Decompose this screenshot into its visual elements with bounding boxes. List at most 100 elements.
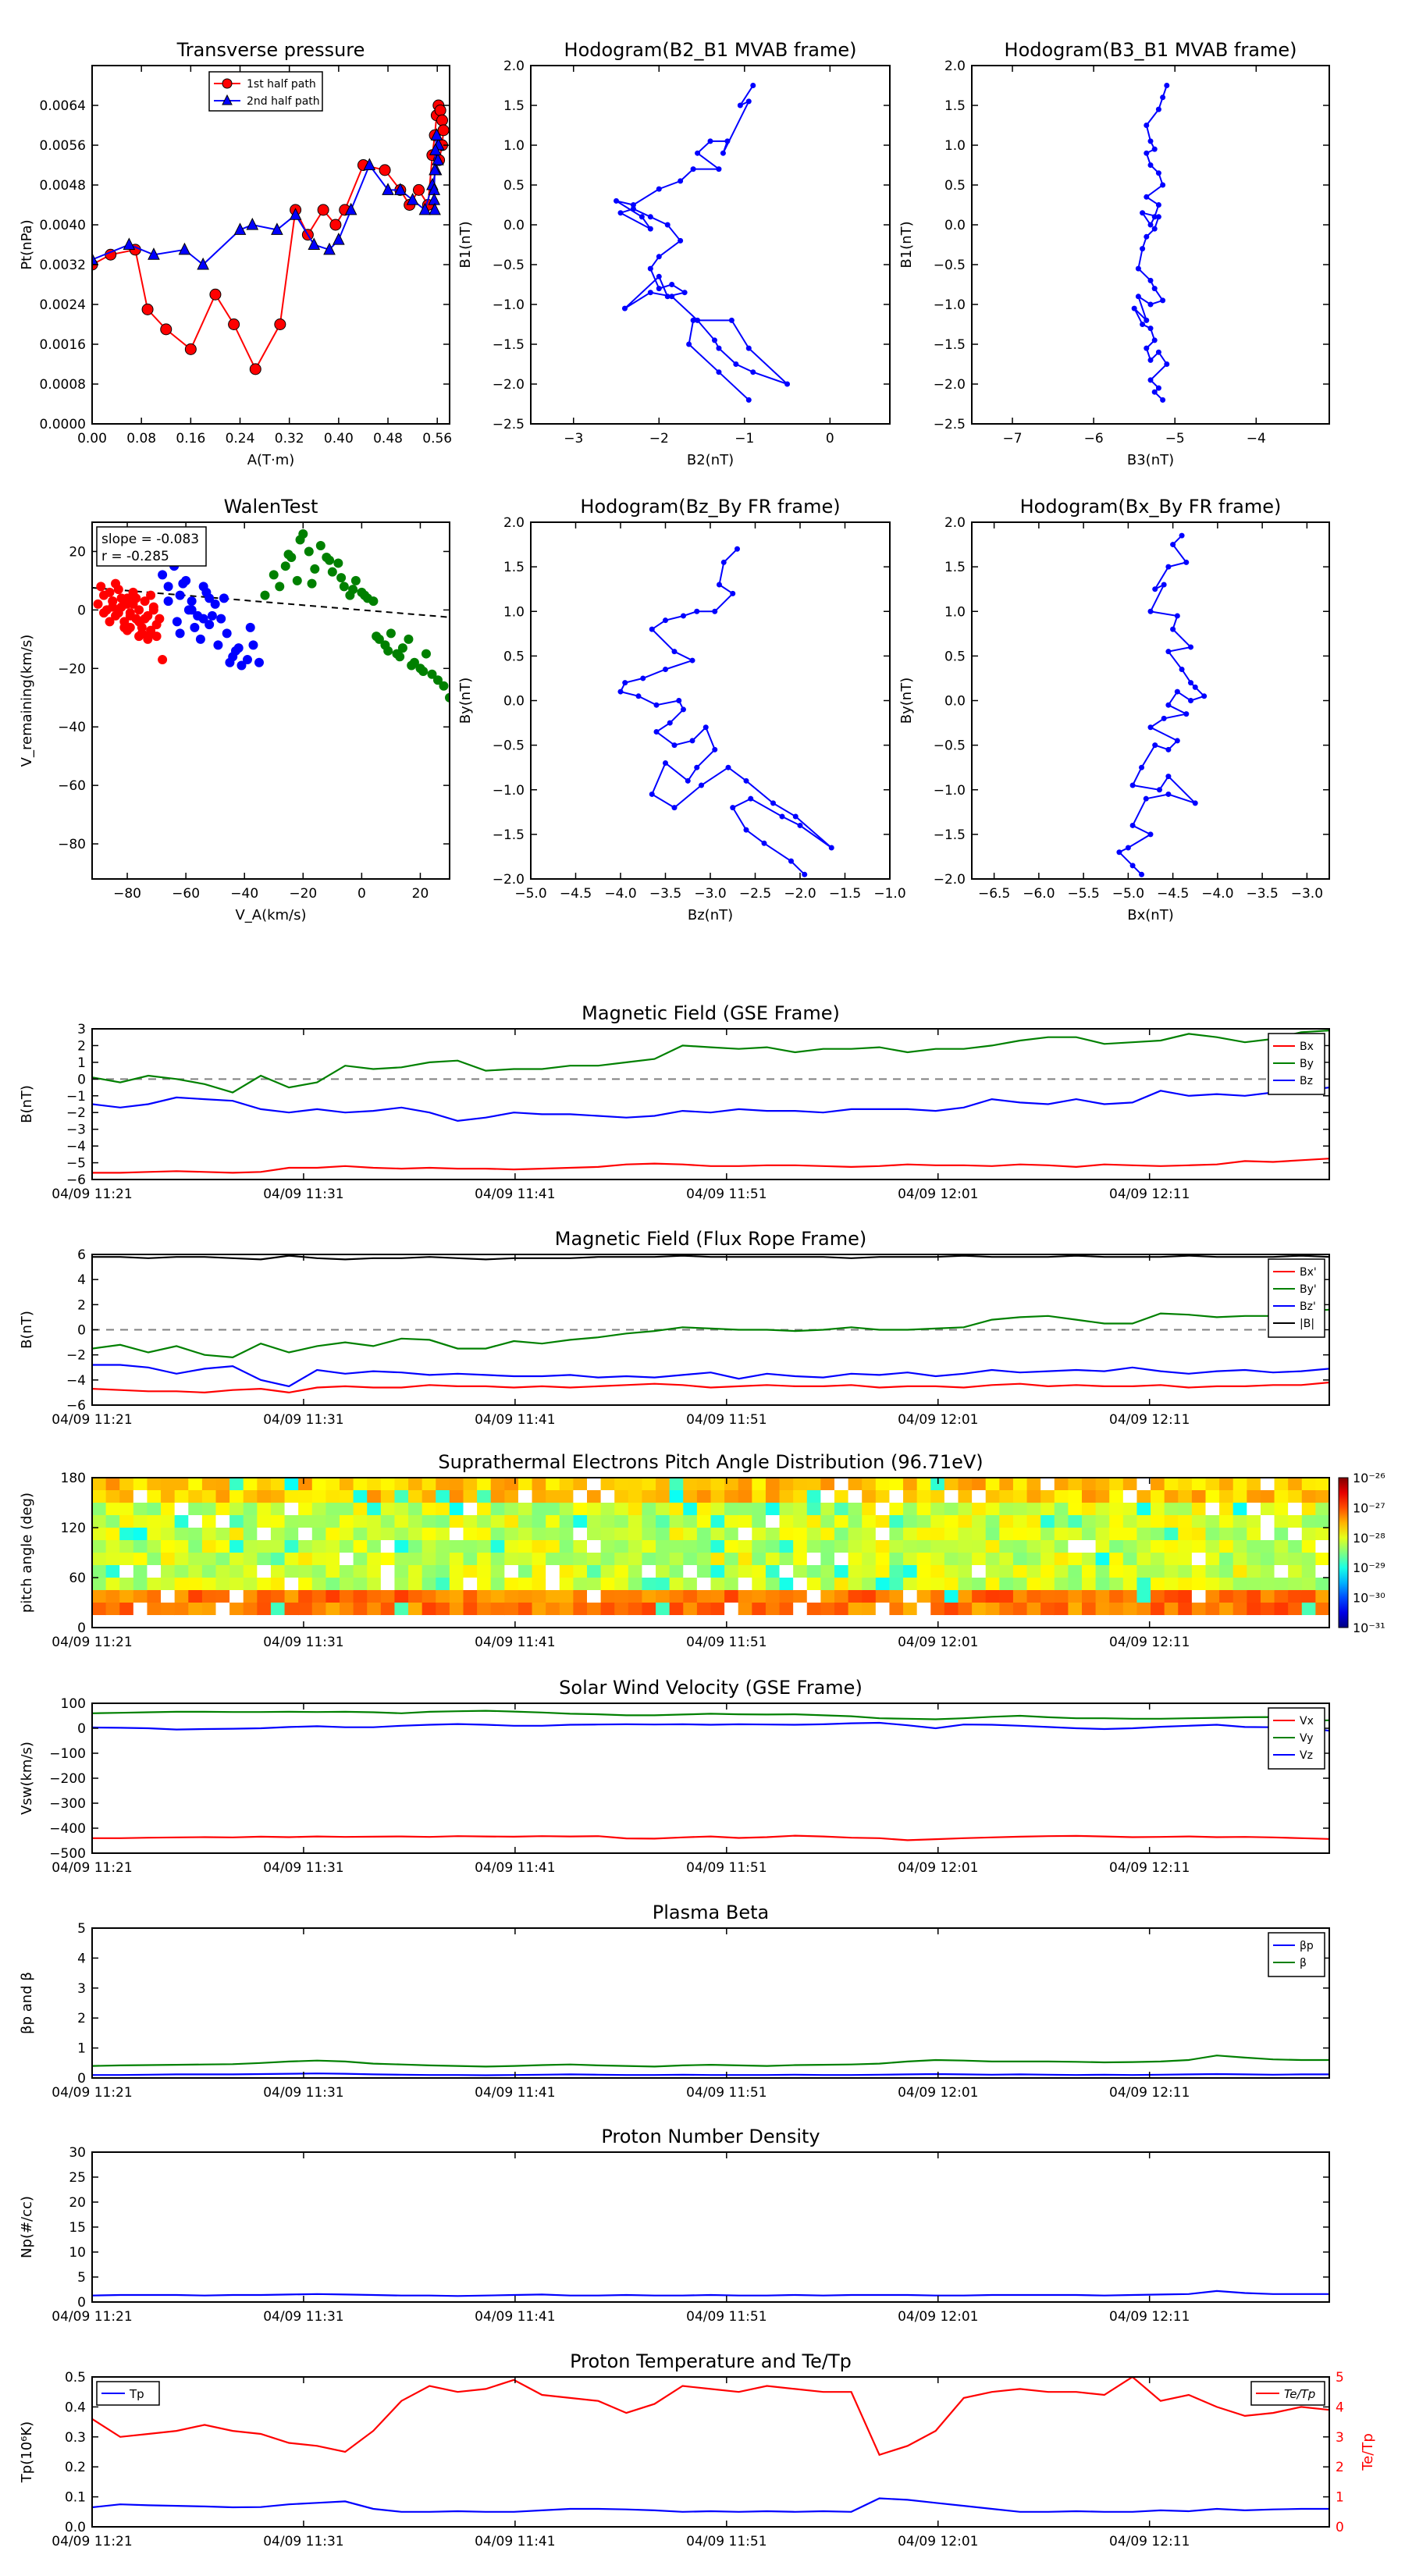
heatmap-cell	[683, 1490, 698, 1503]
y-tick-label: 2	[77, 1038, 86, 1054]
hodo1-point	[716, 166, 722, 173]
hodo3-point	[730, 590, 736, 596]
hodo1-point	[745, 98, 752, 105]
colorbar-label: 10⁻²⁹	[1353, 1560, 1385, 1575]
heatmap-cell	[806, 1503, 821, 1516]
heatmap-cell	[161, 1490, 176, 1503]
tp-point	[123, 237, 136, 250]
heatmap-cell	[875, 1603, 890, 1616]
heatmap-cell	[1247, 1503, 1261, 1516]
heatmap-cell	[875, 1515, 890, 1528]
heatmap-cell	[587, 1553, 602, 1566]
heatmap-cell	[1054, 1553, 1069, 1566]
x-tick-label: 04/09 12:11	[1109, 1187, 1190, 1202]
heatmap-cell	[1191, 1503, 1206, 1516]
hodo2-point	[1147, 162, 1154, 168]
x-tick-label: −3	[564, 431, 583, 447]
heatmap-cell	[738, 1503, 752, 1516]
heatmap-cell	[710, 1515, 725, 1528]
hodo4-point	[1147, 831, 1154, 838]
heatmap-cell	[174, 1565, 189, 1578]
heatmap-cell	[1288, 1565, 1303, 1578]
hodo3-point	[792, 813, 799, 820]
heatmap-cell	[600, 1515, 615, 1528]
heatmap-cell	[1274, 1478, 1289, 1491]
heatmap-cell	[119, 1478, 134, 1491]
heatmap-cell	[889, 1615, 904, 1628]
hodo4-point	[1152, 586, 1158, 592]
y-tick-label: 0.5	[503, 178, 525, 194]
heatmap-cell	[188, 1553, 203, 1566]
heatmap-cell	[490, 1528, 505, 1541]
heatmap-cell	[422, 1565, 436, 1578]
heatmap-cell	[573, 1540, 588, 1553]
heatmap-cell	[1068, 1540, 1083, 1553]
heatmap-cell	[201, 1603, 216, 1616]
heatmap-cell	[298, 1478, 313, 1491]
heatmap-cell	[779, 1490, 794, 1503]
heatmap-cell	[161, 1590, 176, 1603]
tp-point	[249, 363, 261, 375]
heatmap-cell	[1082, 1590, 1097, 1603]
walen-point	[213, 640, 223, 650]
temp-title: Proton Temperature and Te/Tp	[570, 2350, 852, 2372]
heatmap-cell	[546, 1515, 560, 1528]
heatmap-cell	[903, 1478, 918, 1491]
heatmap-cell	[92, 1590, 107, 1603]
heatmap-cell	[298, 1603, 313, 1616]
heatmap-cell	[1205, 1503, 1220, 1516]
heatmap-cell	[793, 1503, 808, 1516]
heatmap-cell	[944, 1528, 959, 1541]
heatmap-cell	[752, 1615, 767, 1628]
heatmap-cell	[1205, 1490, 1220, 1503]
heatmap-cell	[477, 1540, 492, 1553]
heatmap-cell	[1012, 1603, 1028, 1616]
x-tick-label: −60	[172, 886, 200, 902]
hodo1-point	[711, 337, 717, 343]
heatmap-cell	[284, 1478, 299, 1491]
x-tick-label: 20	[412, 886, 429, 902]
heatmap-cell	[161, 1478, 176, 1491]
walen-point	[245, 622, 255, 632]
x-tick-label: 0.48	[373, 431, 403, 447]
y-tick-label: 0.4	[65, 2400, 86, 2415]
heatmap-cell	[463, 1515, 478, 1528]
tp-point	[329, 219, 342, 231]
heatmap-cell	[449, 1615, 464, 1628]
y-tick-label: 5	[77, 1921, 86, 1937]
heatmap-cell	[985, 1603, 1000, 1616]
heatmap-cell	[201, 1490, 216, 1503]
heatmap-cell	[1205, 1590, 1220, 1603]
heatmap-cell	[243, 1553, 258, 1566]
heatmap-cell	[1315, 1565, 1330, 1578]
heatmap-cell	[147, 1515, 162, 1528]
hodo1-point	[678, 178, 684, 184]
heatmap-cell	[1136, 1603, 1151, 1616]
y-tick-label: 1.5	[503, 98, 525, 114]
heatmap-cell	[806, 1578, 821, 1591]
beta-plot-area	[92, 2055, 1329, 2076]
heatmap-cell	[161, 1603, 176, 1616]
heatmap-cell	[1205, 1528, 1220, 1541]
heatmap-cell	[683, 1565, 698, 1578]
heatmap-cell	[875, 1503, 890, 1516]
heatmap-cell	[1151, 1490, 1165, 1503]
heatmap-cell	[1068, 1503, 1083, 1516]
hodo2-point	[1151, 146, 1158, 152]
heatmap-cell	[147, 1615, 162, 1628]
heatmap-cell	[518, 1490, 533, 1503]
walen-point	[418, 667, 429, 677]
x-tick-label: 0	[826, 431, 834, 447]
heatmap-cell	[820, 1578, 835, 1591]
heatmap-cell	[696, 1553, 711, 1566]
heatmap-cell	[765, 1590, 781, 1603]
heatmap-cell	[1232, 1478, 1247, 1491]
heatmap-cell	[518, 1503, 533, 1516]
heatmap-cell	[587, 1503, 602, 1516]
walen-point	[108, 602, 118, 612]
heatmap-cell	[724, 1590, 739, 1603]
heatmap-cell	[394, 1615, 409, 1628]
heatmap-cell	[628, 1478, 642, 1491]
y-tick-label: −1.0	[934, 783, 966, 799]
